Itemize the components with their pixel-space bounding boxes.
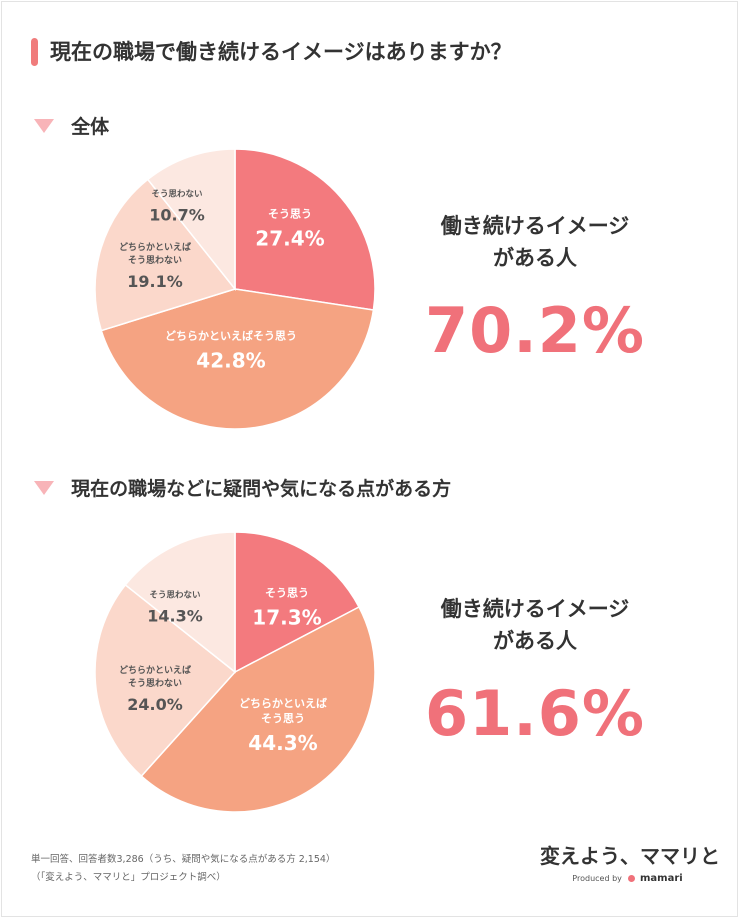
slice-value-label: 10.7% <box>149 205 205 224</box>
slice-label: そう思わない <box>149 590 200 600</box>
pie-chart-concerned: そう思う17.3%どちらかといえばそう思う44.3%どちらかといえばそう思わない… <box>94 531 376 813</box>
slice-label: そう思う <box>261 712 305 725</box>
slice-value-label: 14.3% <box>147 606 203 625</box>
slice-label: そう思わない <box>128 255 182 266</box>
slice-value-label: 44.3% <box>248 731 317 755</box>
slice-value-label: 42.8% <box>196 349 265 373</box>
summary-concerned: 働き続けるイメージ がある人 61.6% <box>380 593 690 749</box>
slice-sou-omowanai <box>124 531 236 674</box>
slice-value-label: 17.3% <box>252 606 321 630</box>
slice-sou-omou <box>234 148 376 311</box>
slice-label: そう思う <box>265 587 309 600</box>
title-accent-bar <box>31 38 38 66</box>
slice-dochiraka-sou-omowanai <box>94 178 237 332</box>
triangle-down-icon <box>34 480 54 495</box>
summary-label-line-1: 働き続けるイメージ <box>440 597 630 621</box>
summary-value: 61.6% <box>424 677 646 750</box>
section-heading-concerned: 現在の職場などに疑問や気になる点がある方 <box>34 474 451 502</box>
slice-label: どちらかといえば <box>239 696 327 710</box>
slice-label: そう思わない <box>151 189 202 199</box>
slice-label: どちらかといえば <box>119 664 191 676</box>
brand-produced-by: Produced by mamari <box>540 873 715 884</box>
summary-label-line-1: 働き続けるイメージ <box>440 214 630 238</box>
footnote: 単一回答、回答者数3,286（うち、疑問や気になる点がある方 2,154） （「… <box>31 851 335 887</box>
summary-label: 働き続けるイメージ がある人 <box>380 593 690 657</box>
slice-label: どちらかといえば <box>119 241 191 253</box>
mamari-logo-icon <box>628 875 636 882</box>
slice-value-label: 24.0% <box>127 695 183 714</box>
slice-dochiraka-sou-omou <box>100 288 375 430</box>
page-title: 現在の職場で働き続けるイメージはありますか？ <box>50 40 512 64</box>
slice-label: そう思う <box>268 208 312 221</box>
pie-chart-overall: そう思う27.4%どちらかといえばそう思う42.8%どちらかといえばそう思わない… <box>94 148 376 430</box>
section-heading-label: 現在の職場などに疑問や気になる点がある方 <box>71 478 452 500</box>
summary-overall: 働き続けるイメージ がある人 70.2% <box>380 210 690 366</box>
summary-label: 働き続けるイメージ がある人 <box>380 210 690 274</box>
slice-label: どちらかといえばそう思う <box>165 329 297 343</box>
summary-label-line-2: がある人 <box>493 629 577 653</box>
slice-value-label: 27.4% <box>255 227 324 251</box>
slice-sou-omowanai <box>146 148 236 292</box>
slice-label: そう思わない <box>128 678 182 689</box>
produced-by-text: Produced by <box>572 874 622 883</box>
slice-dochiraka-sou-omowanai <box>94 583 237 778</box>
summary-label-line-2: がある人 <box>493 246 577 270</box>
footnote-line-1: 単一回答、回答者数3,286（うち、疑問や気になる点がある方 2,154） <box>31 854 336 865</box>
mamari-logo-text: mamari <box>639 873 683 884</box>
section-heading-overall: 全体 <box>34 112 109 140</box>
triangle-down-icon <box>34 118 54 133</box>
summary-value: 70.2% <box>424 294 646 367</box>
section-heading-label: 全体 <box>71 116 110 138</box>
footnote-line-2: （「変えよう、ママリと」プロジェクト調べ） <box>31 872 226 883</box>
brand-block: 変えよう、ママリと Produced by mamari <box>540 840 720 884</box>
slice-value-label: 19.1% <box>127 272 183 291</box>
brand-title: 変えよう、ママリと <box>540 844 720 868</box>
slice-sou-omou <box>234 531 361 674</box>
slice-dochiraka-sou-omou <box>140 606 376 813</box>
